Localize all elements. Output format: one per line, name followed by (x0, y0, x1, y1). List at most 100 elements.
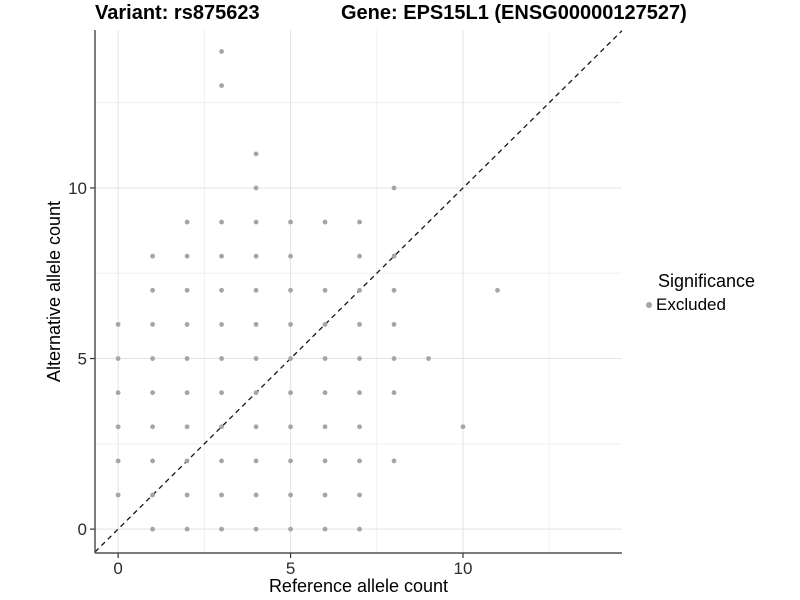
data-point (288, 492, 293, 498)
data-point (357, 526, 362, 532)
data-point (150, 287, 155, 293)
data-point (253, 492, 259, 498)
gene-title: Gene: EPS15L1 (ENSG00000127527) (341, 2, 687, 24)
data-point (115, 458, 121, 464)
data-point (184, 287, 190, 293)
data-point (253, 219, 259, 225)
data-point (253, 526, 259, 532)
data-point (322, 287, 328, 293)
legend-title: Significance (658, 271, 756, 291)
data-point (150, 424, 155, 430)
data-point (322, 219, 328, 225)
data-point (391, 287, 397, 293)
data-point (219, 424, 224, 430)
data-point (150, 526, 155, 532)
data-point (288, 356, 293, 361)
data-point (184, 390, 190, 396)
legend: Significance Excluded (646, 271, 755, 315)
data-point (115, 492, 121, 498)
data-point (253, 287, 259, 293)
x-tick-label: 5 (286, 559, 295, 578)
data-point (357, 287, 362, 293)
data-point (357, 424, 362, 430)
data-point (115, 424, 121, 430)
data-point (357, 390, 362, 396)
data-point (288, 390, 293, 396)
data-point (115, 390, 121, 396)
data-point (184, 356, 190, 361)
data-point (253, 356, 259, 361)
data-point (150, 253, 155, 259)
data-point (184, 322, 190, 327)
data-point (184, 492, 190, 498)
data-point (219, 356, 224, 361)
legend-item-excluded: Excluded (646, 295, 755, 315)
data-point (391, 253, 397, 259)
data-point (391, 458, 397, 464)
data-point (322, 322, 328, 327)
data-point (184, 424, 190, 430)
data-point (495, 287, 500, 293)
legend-point-icon (646, 302, 652, 308)
data-point (357, 219, 362, 225)
data-point (357, 253, 362, 259)
data-point (322, 424, 328, 430)
data-point (391, 322, 397, 327)
data-point (253, 390, 259, 396)
y-tick-label: 0 (78, 520, 87, 539)
data-point (288, 253, 293, 259)
y-axis-title: Alternative allele count (44, 200, 64, 383)
data-point (391, 356, 397, 361)
data-point (253, 458, 259, 464)
x-tick-label: 0 (113, 559, 122, 578)
data-point (184, 458, 190, 464)
data-point (184, 526, 190, 532)
data-point (115, 322, 121, 327)
legend-item-label: Excluded (656, 295, 726, 314)
data-point (391, 390, 397, 396)
data-point (150, 356, 155, 361)
data-point (322, 390, 328, 396)
data-point (115, 356, 121, 361)
x-axis-title: Reference allele count (268, 576, 449, 596)
data-point (288, 424, 293, 430)
data-point (219, 287, 224, 293)
data-point (219, 253, 224, 259)
data-point (288, 526, 293, 532)
data-point (288, 458, 293, 464)
data-point (322, 356, 328, 361)
data-point (184, 253, 190, 259)
data-point (253, 253, 259, 259)
data-point (357, 492, 362, 498)
data-point (322, 492, 328, 498)
y-tick-label: 10 (68, 179, 87, 198)
data-point (253, 185, 259, 191)
data-point (253, 424, 259, 430)
data-point (150, 390, 155, 396)
data-point (219, 492, 224, 498)
data-point (357, 322, 362, 327)
data-point (150, 492, 155, 498)
x-tick-label: 10 (454, 559, 473, 578)
data-point (150, 322, 155, 327)
data-point (357, 458, 362, 464)
data-point (322, 526, 328, 532)
data-point (288, 287, 293, 293)
data-point (288, 322, 293, 327)
data-point (288, 219, 293, 225)
variant-title: Variant: rs875623 (95, 2, 260, 24)
data-point (426, 356, 431, 361)
data-point (219, 322, 224, 327)
data-point (219, 458, 224, 464)
y-tick-label: 5 (78, 350, 87, 369)
data-point (219, 83, 224, 89)
data-point (219, 49, 224, 54)
data-point (391, 185, 397, 191)
data-point (460, 424, 466, 430)
data-point (150, 458, 155, 464)
data-point (219, 390, 224, 396)
data-point (184, 219, 190, 225)
data-point (253, 151, 259, 157)
